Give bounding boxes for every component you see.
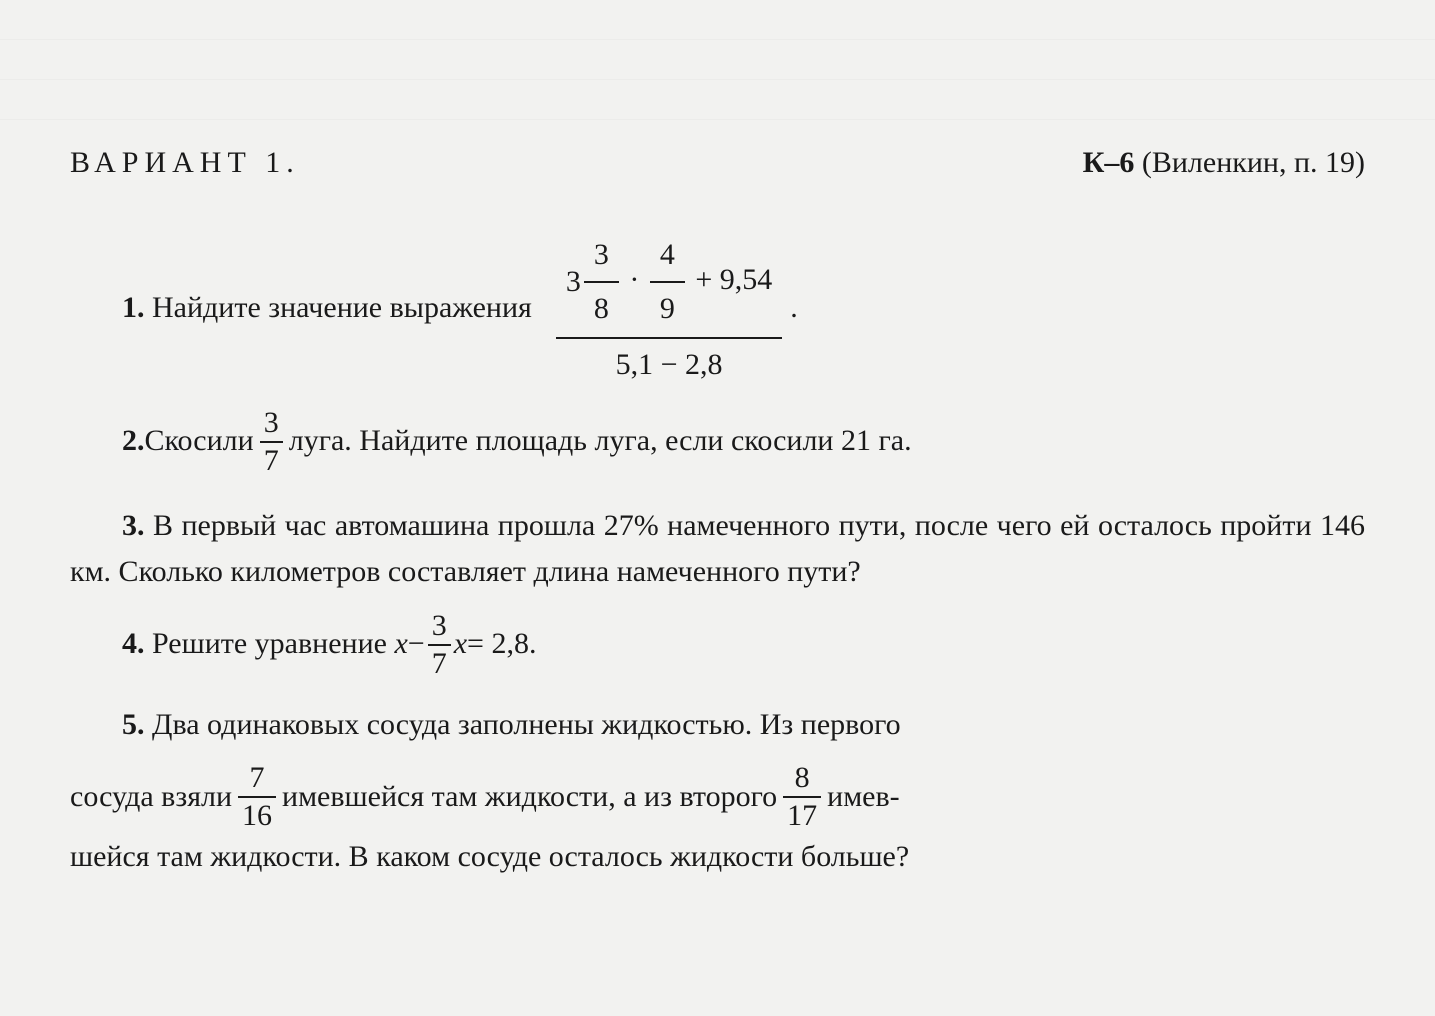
k-label-bold: К–6 [1083, 146, 1135, 179]
eq-part: = 2,8. [467, 621, 536, 668]
problem-5-line2: сосуда взяли 7 16 имевшейся там жидкости… [70, 760, 1365, 834]
frac-8-17-den: 17 [783, 798, 821, 834]
frac-3-7-den: 7 [260, 443, 283, 479]
problem-5-number: 5. [122, 708, 145, 741]
problem-2-number: 2. [122, 418, 145, 465]
p5-line2-after: имев- [827, 774, 900, 821]
problem-1-number: 1. [122, 291, 145, 324]
problem-4: 4. Решите уравнение x − 3 7 x = 2,8. [70, 608, 1365, 682]
mult-dot: · [622, 262, 647, 295]
mixed-frac-den: 8 [584, 283, 619, 335]
frac-3-7: 3 7 [260, 405, 283, 479]
mixed-int: 3 [566, 265, 581, 298]
frac-8-17-num: 8 [783, 760, 821, 798]
frac-4-9-num: 4 [650, 229, 685, 283]
problem-3-number: 3. [122, 509, 145, 542]
mixed-frac-num: 3 [584, 229, 619, 283]
scan-artifact [0, 0, 1435, 120]
k-label: К–6 (Виленкин, п. 19) [1083, 140, 1365, 187]
problem-2: 2. Скосили 3 7 луга. Найдите площадь луг… [70, 405, 1365, 479]
frac-3-7-p4-num: 3 [428, 608, 451, 646]
frac-7-16-den: 16 [238, 798, 276, 834]
main-fraction-numerator: 338 · 49 + 9,54 [556, 227, 782, 339]
problem-4-number: 4. [122, 621, 145, 668]
problem-4-before: Решите уравнение [152, 621, 387, 668]
main-fraction-denominator: 5,1 − 2,8 [556, 339, 782, 391]
mixed-frac: 38 [584, 229, 619, 335]
var-x2: x [454, 621, 467, 668]
header-row: ВАРИАНТ 1. К–6 (Виленкин, п. 19) [70, 140, 1365, 187]
problem-1: 1. Найдите значение выражения 338 · 49 +… [70, 227, 1365, 391]
frac-3-7-num: 3 [260, 405, 283, 443]
problem-2-after: луга. Найдите площадь луга, если скосили… [289, 418, 912, 465]
frac-7-16-num: 7 [238, 760, 276, 798]
var-x1: x [394, 621, 407, 668]
problem-5-line1-text: Два одинаковых сосуда заполнены жидкость… [152, 708, 901, 741]
main-fraction: 338 · 49 + 9,54 5,1 − 2,8 [556, 227, 782, 391]
mixed-number: 338 [566, 229, 622, 335]
p5-line2-before: сосуда взяли [70, 774, 232, 821]
frac-4-9-den: 9 [650, 283, 685, 335]
frac-3-7-p4: 3 7 [428, 608, 451, 682]
problem-3-text: В первый час автомашина прошла 27% намеч… [70, 509, 1365, 589]
problem-3: 3. В первый час автомашина прошла 27% на… [70, 503, 1365, 596]
frac-7-16: 7 16 [238, 760, 276, 834]
frac-3-7-p4-den: 7 [428, 646, 451, 682]
plus-term: + 9,54 [688, 262, 772, 295]
minus-sign: − [408, 621, 425, 668]
problem-1-text: 1. Найдите значение выражения [70, 285, 532, 332]
frac-8-17: 8 17 [783, 760, 821, 834]
problem-5: 5. Два одинаковых сосуда заполнены жидко… [70, 702, 1365, 881]
problem-5-line3: шейся там жидкости. В каком сосуде остал… [70, 834, 1365, 881]
p5-line2-mid: имевшейся там жидкости, а из второго [282, 774, 777, 821]
problem-1-body: Найдите значение выражения [152, 291, 532, 324]
variant-title: ВАРИАНТ 1. [70, 140, 300, 187]
problem-1-expression: 338 · 49 + 9,54 5,1 − 2,8 . [550, 227, 798, 391]
problem-2-before: Скосили [145, 418, 254, 465]
k-label-rest: (Виленкин, п. 19) [1134, 146, 1365, 179]
trailing-dot: . [790, 285, 798, 332]
frac-4-9: 49 [650, 229, 685, 335]
problem-5-line1: 5. Два одинаковых сосуда заполнены жидко… [70, 702, 1365, 749]
